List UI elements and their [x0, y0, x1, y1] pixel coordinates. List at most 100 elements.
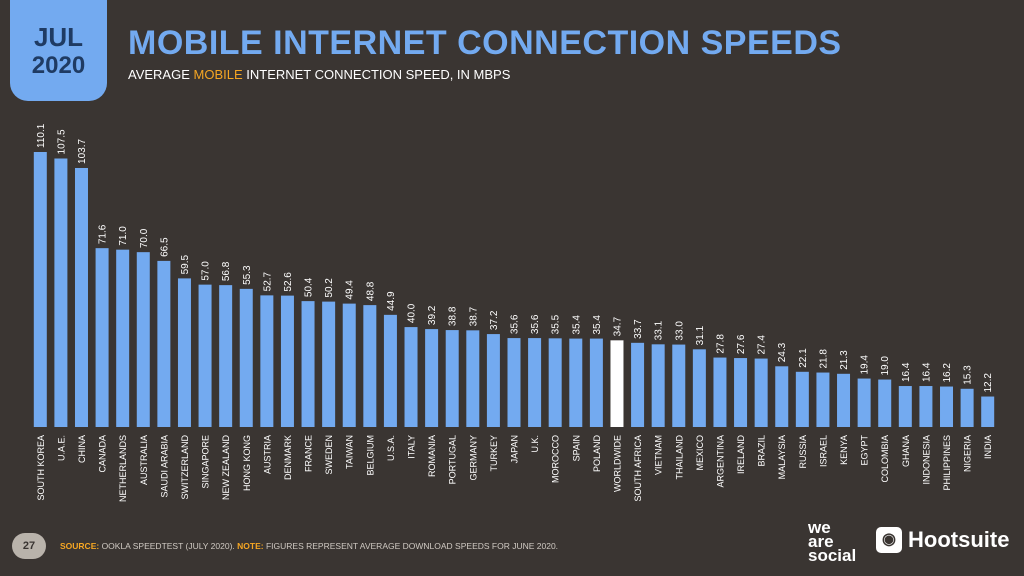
value-label-26: 35.4	[571, 315, 582, 335]
bar-0	[33, 152, 47, 427]
bar-42	[898, 386, 912, 427]
value-label-38: 21.8	[818, 349, 829, 369]
value-label-20: 38.8	[448, 306, 459, 326]
value-label-16: 48.8	[365, 281, 376, 301]
bar-41	[878, 379, 892, 427]
bar-35	[754, 358, 768, 427]
bar-38	[816, 372, 830, 427]
bar-7	[177, 278, 191, 427]
value-label-3: 71.6	[98, 224, 109, 244]
bar-28	[610, 340, 624, 427]
bar-2	[74, 167, 88, 427]
bar-19	[425, 329, 439, 427]
category-label-13: FRANCE	[304, 435, 314, 472]
date-month: JUL	[33, 22, 84, 52]
value-label-11: 52.7	[262, 271, 273, 291]
bar-8	[198, 284, 212, 427]
page-subtitle: AVERAGE MOBILE INTERNET CONNECTION SPEED…	[128, 67, 510, 82]
category-label-12: DENMARK	[283, 435, 293, 480]
value-label-1: 107.5	[56, 129, 67, 154]
value-label-37: 22.1	[798, 348, 809, 368]
category-label-14: SWEDEN	[324, 435, 334, 475]
bar-16	[363, 305, 377, 427]
owl-icon: ◉	[876, 527, 902, 553]
category-label-36: MALAYSIA	[777, 435, 787, 479]
value-label-39: 21.3	[839, 350, 850, 370]
category-label-2: CHINA	[77, 435, 87, 463]
value-label-43: 16.4	[921, 362, 932, 382]
bar-10	[239, 288, 253, 427]
bar-25	[548, 338, 562, 427]
category-label-1: U.A.E.	[56, 435, 66, 461]
category-label-38: ISRAEL	[818, 435, 828, 467]
category-label-24: U.K.	[530, 435, 540, 453]
bar-5	[136, 252, 150, 427]
bar-12	[280, 295, 294, 427]
source-label: SOURCE:	[60, 541, 100, 551]
bar-11	[260, 295, 274, 427]
category-label-45: NIGERIA	[963, 435, 973, 472]
value-label-13: 50.4	[304, 277, 315, 297]
category-label-9: NEW ZEALAND	[221, 435, 231, 501]
category-label-27: POLAND	[592, 435, 602, 473]
category-label-16: BELGIUM	[365, 435, 375, 476]
category-label-18: ITALY	[407, 435, 417, 459]
value-label-0: 110.1	[36, 123, 47, 148]
date-badge: JUL 2020	[10, 0, 107, 101]
subtitle-post: INTERNET CONNECTION SPEED, IN MBPS	[242, 67, 511, 82]
category-label-23: JAPAN	[510, 435, 520, 463]
value-label-27: 35.4	[592, 315, 603, 335]
subtitle-pre: AVERAGE	[128, 67, 194, 82]
value-label-9: 56.8	[221, 261, 232, 281]
category-label-41: COLOMBIA	[880, 435, 890, 483]
bar-27	[589, 338, 603, 427]
value-label-46: 12.2	[983, 373, 994, 393]
category-label-22: TURKEY	[489, 435, 499, 472]
value-label-44: 16.2	[942, 363, 953, 383]
category-label-25: MOROCCO	[551, 435, 561, 483]
bar-1	[54, 158, 68, 428]
category-label-21: GERMANY	[468, 435, 478, 481]
category-label-32: MEXICO	[695, 435, 705, 471]
bar-6	[157, 260, 171, 427]
value-label-19: 39.2	[427, 305, 438, 325]
bar-9	[219, 285, 233, 427]
bar-22	[486, 334, 500, 427]
value-label-24: 35.6	[530, 314, 541, 334]
bar-43	[919, 386, 933, 427]
subtitle-highlight: MOBILE	[193, 67, 243, 82]
category-label-34: IRELAND	[736, 435, 746, 475]
category-label-40: EGYPT	[860, 435, 870, 466]
category-label-4: NETHERLANDS	[118, 435, 128, 502]
value-label-7: 59.5	[180, 254, 191, 274]
category-label-20: PORTUGAL	[448, 435, 458, 484]
category-label-44: PHILIPPINES	[942, 435, 952, 491]
bar-18	[404, 327, 418, 427]
bar-44	[940, 386, 954, 427]
bar-33	[713, 357, 727, 427]
value-label-5: 70.0	[139, 228, 150, 248]
category-label-26: SPAIN	[571, 435, 581, 461]
bar-4	[116, 249, 130, 427]
bar-17	[383, 314, 397, 427]
category-label-33: ARGENTINA	[715, 435, 725, 488]
bar-21	[466, 330, 480, 427]
bar-24	[528, 338, 542, 427]
value-label-12: 52.6	[283, 272, 294, 292]
category-label-0: SOUTH KOREA	[36, 435, 46, 501]
we-are-social-logo: we are social	[808, 519, 856, 564]
value-label-22: 37.2	[489, 310, 500, 330]
page-number: 27	[12, 533, 46, 559]
value-label-31: 33.0	[674, 321, 685, 341]
category-label-37: RUSSIA	[798, 435, 808, 469]
value-label-42: 16.4	[901, 362, 912, 382]
value-label-15: 49.4	[345, 280, 356, 300]
category-label-29: SOUTH AFRICA	[633, 435, 643, 502]
bar-23	[507, 338, 521, 427]
value-label-40: 19.4	[860, 355, 871, 375]
value-label-35: 27.4	[757, 335, 768, 355]
value-label-33: 27.8	[715, 334, 726, 354]
bar-34	[734, 358, 748, 427]
category-label-43: INDONESIA	[921, 435, 931, 485]
